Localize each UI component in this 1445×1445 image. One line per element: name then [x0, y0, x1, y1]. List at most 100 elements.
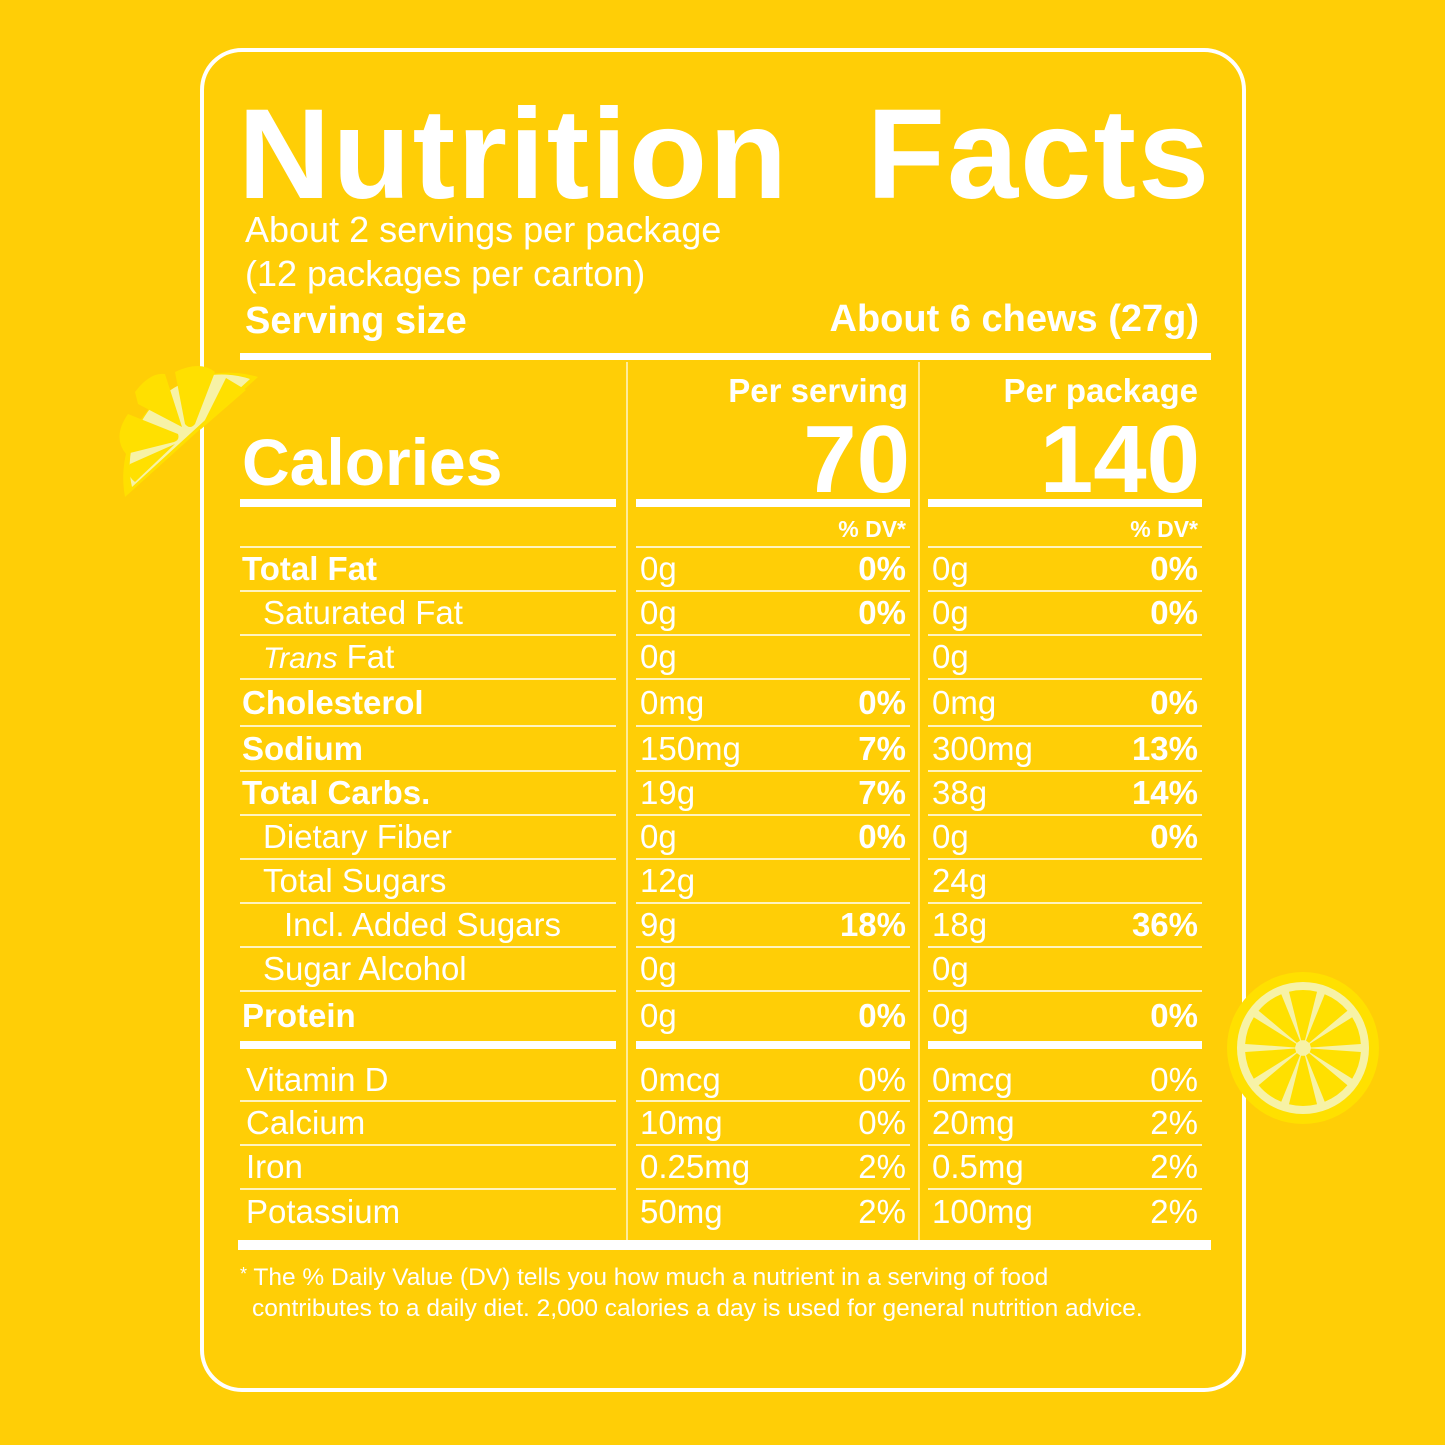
- lemon-segment: [1288, 1055, 1318, 1106]
- divider: [240, 725, 616, 727]
- package-daily-value: 2%: [1150, 1193, 1198, 1230]
- nutrient-label: Iron: [246, 1148, 303, 1185]
- nutrient-label-italic: Trans: [263, 642, 338, 675]
- serving-daily-value: 0%: [858, 818, 906, 855]
- divider-thick: [636, 1041, 910, 1049]
- divider: [240, 990, 616, 992]
- per-package-header: Per package: [1003, 372, 1198, 409]
- divider: [240, 814, 616, 816]
- divider: [636, 814, 910, 816]
- serving-amount: 0g: [640, 594, 677, 631]
- divider-thick: [636, 499, 910, 507]
- package-daily-value: 2%: [1150, 1104, 1198, 1141]
- serving-amount: 19g: [640, 774, 696, 811]
- divider-thick: [238, 1240, 1211, 1250]
- serving-size-value: About 6 chews (27g): [829, 298, 1200, 340]
- divider: [636, 1100, 910, 1102]
- divider: [240, 858, 616, 860]
- serving-amount: 9g: [640, 906, 677, 943]
- divider: [928, 814, 1202, 816]
- package-daily-value: 14%: [1131, 774, 1198, 811]
- nutrient-label: Vitamin D: [246, 1061, 389, 1098]
- serving-amount: 0mg: [640, 683, 705, 721]
- divider: [240, 770, 616, 772]
- serving-amount: 150mg: [640, 729, 741, 767]
- divider: [928, 634, 1202, 636]
- divider-thick: [240, 353, 1211, 360]
- nutrient-label-text: Fat: [337, 638, 395, 675]
- lemon-segment: [1245, 1048, 1297, 1079]
- divider: [240, 902, 616, 904]
- calories-per-serving: 70: [803, 406, 910, 513]
- package-daily-value: 13%: [1131, 729, 1198, 767]
- serving-daily-value: 0%: [858, 1104, 906, 1141]
- divider: [636, 858, 910, 860]
- package-amount: 0mcg: [932, 1061, 1013, 1098]
- package-amount: 38g: [932, 774, 988, 811]
- lemon-segment: [1258, 1053, 1301, 1102]
- serving-daily-value: 0%: [858, 997, 906, 1034]
- divider: [240, 1188, 616, 1190]
- nutrition-label-card: [200, 48, 1246, 1392]
- divider: [636, 1188, 910, 1190]
- divider: [928, 546, 1202, 548]
- divider: [636, 546, 910, 548]
- lemon-segment: [1309, 1048, 1361, 1079]
- per-serving-header: Per serving: [728, 372, 908, 409]
- footnote-text: The % Daily Value (DV) tells you how muc…: [253, 1264, 1049, 1291]
- serving-amount: 0g: [640, 638, 677, 675]
- nutrient-label: Sodium: [242, 729, 363, 767]
- serving-amount: 50mg: [640, 1193, 723, 1230]
- divider: [928, 1100, 1202, 1102]
- calories-label: Calories: [242, 425, 503, 499]
- divider: [928, 678, 1202, 680]
- nutrient-label: Cholesterol: [242, 683, 424, 721]
- divider: [240, 1144, 616, 1146]
- nutrient-label: Dietary Fiber: [263, 818, 452, 855]
- divider: [636, 902, 910, 904]
- divider: [240, 1100, 616, 1102]
- package-amount: 24g: [932, 862, 988, 899]
- nutrient-label: Total Carbs.: [242, 774, 431, 811]
- divider: [636, 678, 910, 680]
- serving-daily-value: 0%: [858, 683, 906, 721]
- package-daily-value: 0%: [1150, 818, 1198, 855]
- divider: [240, 678, 616, 680]
- nutrient-label: Trans Fat: [263, 640, 394, 674]
- column-divider: [626, 362, 628, 1240]
- lemon-slice-icon: [1227, 972, 1379, 1124]
- nutrient-label: Sugar Alcohol: [263, 950, 467, 987]
- nutrient-label: Incl. Added Sugars: [284, 906, 562, 943]
- footnote-asterisk: *: [240, 1264, 248, 1284]
- divider: [928, 902, 1202, 904]
- package-daily-value: 2%: [1150, 1148, 1198, 1185]
- package-amount: 0g: [932, 997, 969, 1034]
- lemon-segment: [1258, 994, 1301, 1043]
- serving-size-label: Serving size: [245, 300, 467, 342]
- servings-per-package: About 2 servings per package: [245, 209, 722, 250]
- package-amount: 0g: [932, 818, 969, 855]
- package-amount: 0g: [932, 950, 969, 987]
- package-daily-value: 0%: [1150, 1061, 1198, 1098]
- serving-amount: 0g: [640, 997, 677, 1034]
- package-amount: 0g: [932, 550, 969, 587]
- dv-header-package: % DV*: [1130, 516, 1198, 542]
- package-daily-value: 0%: [1150, 594, 1198, 631]
- divider: [928, 858, 1202, 860]
- divider: [928, 590, 1202, 592]
- nutrient-label: Calcium: [246, 1104, 366, 1141]
- divider: [636, 946, 910, 948]
- lemon-segment: [1288, 990, 1318, 1041]
- divider: [636, 590, 910, 592]
- divider: [240, 590, 616, 592]
- serving-daily-value: 2%: [858, 1148, 906, 1185]
- serving-daily-value: 2%: [858, 1193, 906, 1230]
- serving-amount: 0.25mg: [640, 1148, 751, 1185]
- divider-thick: [928, 1041, 1202, 1049]
- serving-daily-value: 7%: [858, 774, 906, 811]
- divider: [240, 946, 616, 948]
- serving-amount: 12g: [640, 862, 696, 899]
- lemon-segment: [1305, 994, 1348, 1043]
- lemon-segment: [1245, 1017, 1297, 1048]
- divider: [240, 634, 616, 636]
